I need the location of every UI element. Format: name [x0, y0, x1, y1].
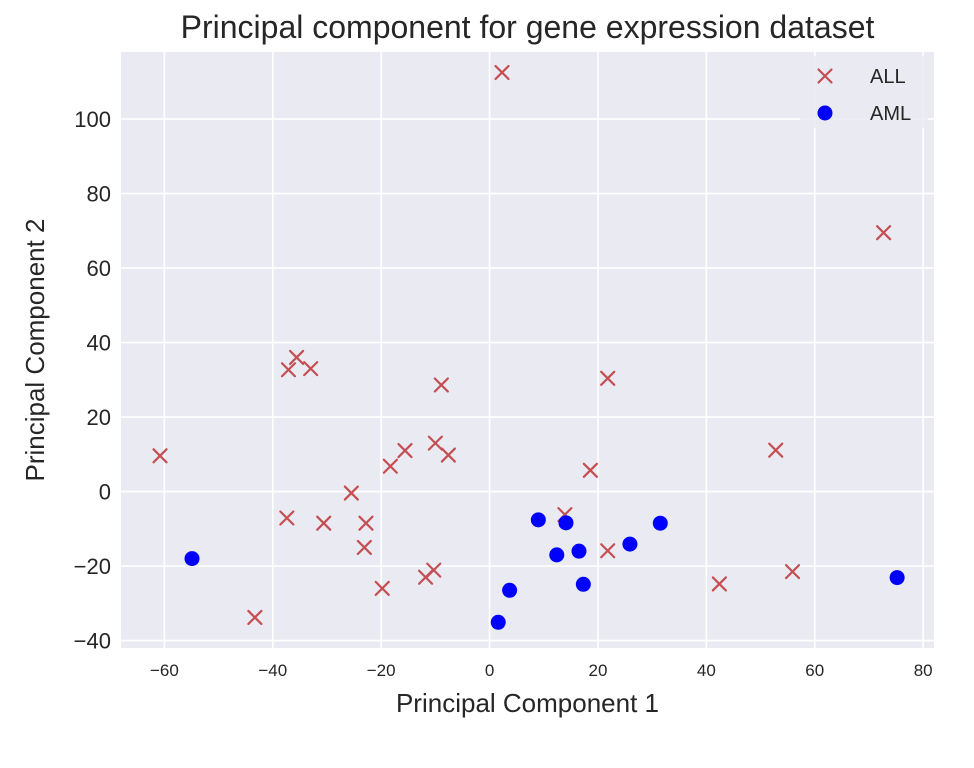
y-tick-label: 40 [87, 331, 111, 356]
y-tick-label: 60 [87, 256, 111, 281]
x-tick-label: 60 [805, 661, 824, 680]
all-point [343, 485, 359, 501]
y-tick-label: 0 [99, 480, 111, 505]
legend: ALL AML [800, 56, 928, 128]
all-point [427, 435, 443, 451]
plot-background [121, 52, 934, 648]
data-points [152, 64, 905, 630]
x-tick-label: 20 [588, 661, 607, 680]
aml-point [622, 536, 638, 552]
all-point [316, 515, 332, 531]
legend-marker-aml [817, 105, 833, 121]
aml-point [502, 582, 518, 598]
aml-point [184, 551, 200, 567]
legend-label-all: ALL [870, 66, 906, 88]
legend-box [800, 56, 928, 128]
all-point [875, 225, 892, 241]
all-point [582, 462, 598, 478]
all-point [711, 576, 727, 592]
aml-point [575, 576, 591, 592]
all-point [289, 349, 305, 366]
y-tick-label: 100 [74, 107, 111, 132]
all-point [600, 370, 616, 386]
all-point [433, 377, 449, 393]
all-point [382, 458, 398, 474]
y-tick-label: 20 [87, 405, 111, 430]
chart-title: Principal component for gene expression … [181, 9, 875, 45]
all-point [358, 515, 374, 531]
x-axis-label: Principal Component 1 [396, 688, 659, 718]
aml-point [530, 512, 546, 528]
aml-point [558, 515, 574, 531]
gridlines [121, 52, 934, 648]
all-point [784, 564, 801, 580]
all-point [280, 362, 297, 378]
aml-point [889, 570, 905, 586]
x-tick-label: −60 [150, 661, 179, 680]
aml-point [652, 515, 668, 531]
legend-marker-all [817, 68, 833, 84]
all-point [397, 442, 413, 459]
all-point [440, 447, 456, 463]
y-axis-label: Principal Component 2 [20, 218, 50, 481]
all-point [303, 361, 319, 377]
all-point [494, 64, 510, 81]
all-point [152, 448, 168, 464]
x-tick-label: 80 [914, 661, 933, 680]
y-tick-label: −20 [74, 554, 111, 579]
y-tick-label: 80 [87, 182, 111, 207]
all-point [279, 510, 295, 526]
x-tick-label: −40 [258, 661, 287, 680]
x-tick-label: 40 [697, 661, 716, 680]
all-point [374, 580, 390, 597]
all-point [600, 543, 616, 559]
all-point [768, 442, 784, 458]
tick-labels: −60 −40 −20 0 20 40 60 80 −40 −20 0 20 40 60 80 100 [74, 107, 933, 680]
all-point [247, 609, 263, 626]
x-tick-label: 0 [485, 661, 494, 680]
x-tick-label: −20 [367, 661, 396, 680]
all-point [418, 569, 434, 585]
legend-label-aml: AML [870, 103, 911, 125]
all-point [356, 539, 372, 556]
y-tick-label: −40 [74, 629, 111, 654]
aml-point [490, 614, 506, 630]
aml-point [549, 547, 565, 563]
aml-point [571, 543, 587, 559]
